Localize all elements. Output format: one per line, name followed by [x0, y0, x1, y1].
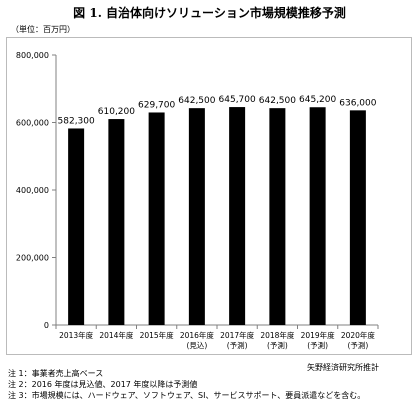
x-tick-label: 2015年度: [140, 330, 175, 340]
chart-title: 図 1. 自治体向けソリューション市場規模推移予測: [73, 6, 346, 20]
y-tick-label: 800,000: [16, 51, 49, 60]
bar-value-label: 642,500: [178, 96, 215, 106]
bar-value-label: 642,500: [259, 96, 296, 106]
x-tick-label: (見込): [186, 341, 207, 350]
bar-chart: 0 200,000 400,000 600,000 800,000 582,300 2013…: [16, 51, 379, 350]
x-tick-label: 2014年度: [99, 330, 134, 340]
y-tick-label: 600,000: [16, 119, 49, 128]
x-tick-label: 2017年度: [220, 330, 255, 340]
x-tick-label: 2019年度: [301, 330, 336, 340]
x-tick-label: 2013年度: [59, 330, 94, 340]
note-2: 注 2：2016 年度は見込値、2017 年度以降は予測値: [8, 380, 198, 389]
bar: [188, 108, 205, 325]
x-tick-label: 2018年度: [260, 330, 295, 340]
x-tick-label: (予測): [227, 340, 248, 350]
bar-value-label: 645,700: [219, 95, 256, 105]
bar-value-label: 645,200: [299, 95, 336, 105]
x-tick-label: 2020年度: [341, 330, 376, 340]
note-3: 注 3：市場規模には、ハードウェア、ソフトウェア、SI、サービスサポート、要員派…: [8, 391, 366, 400]
bar: [309, 107, 326, 326]
bar: [269, 108, 286, 325]
bar-value-label: 582,300: [58, 116, 95, 126]
unit-label: （単位：百万円）: [11, 25, 75, 34]
source-credit: 矢野経済研究所推計: [307, 363, 379, 372]
bar: [229, 107, 246, 325]
bar: [349, 110, 366, 325]
y-tick-label: 200,000: [16, 254, 49, 263]
bar-value-label: 636,000: [339, 98, 376, 108]
x-tick-label: (予測): [267, 340, 288, 350]
x-tick-label: 2016年度: [180, 330, 215, 340]
bar: [68, 128, 85, 325]
x-tick-label: (予測): [307, 340, 328, 350]
y-tick-label: 400,000: [16, 186, 49, 195]
bar: [108, 119, 125, 326]
bar-value-label: 629,700: [138, 100, 175, 110]
x-tick-label: (予測): [347, 340, 368, 350]
chart-frame: 0 200,000 400,000 600,000 800,000 582,300 2013…: [6, 37, 412, 355]
y-tick-label: 0: [44, 321, 49, 330]
note-1: 注 1：事業者売上高ベース: [8, 369, 104, 378]
bar: [148, 112, 165, 325]
bar-value-label: 610,200: [98, 107, 135, 117]
